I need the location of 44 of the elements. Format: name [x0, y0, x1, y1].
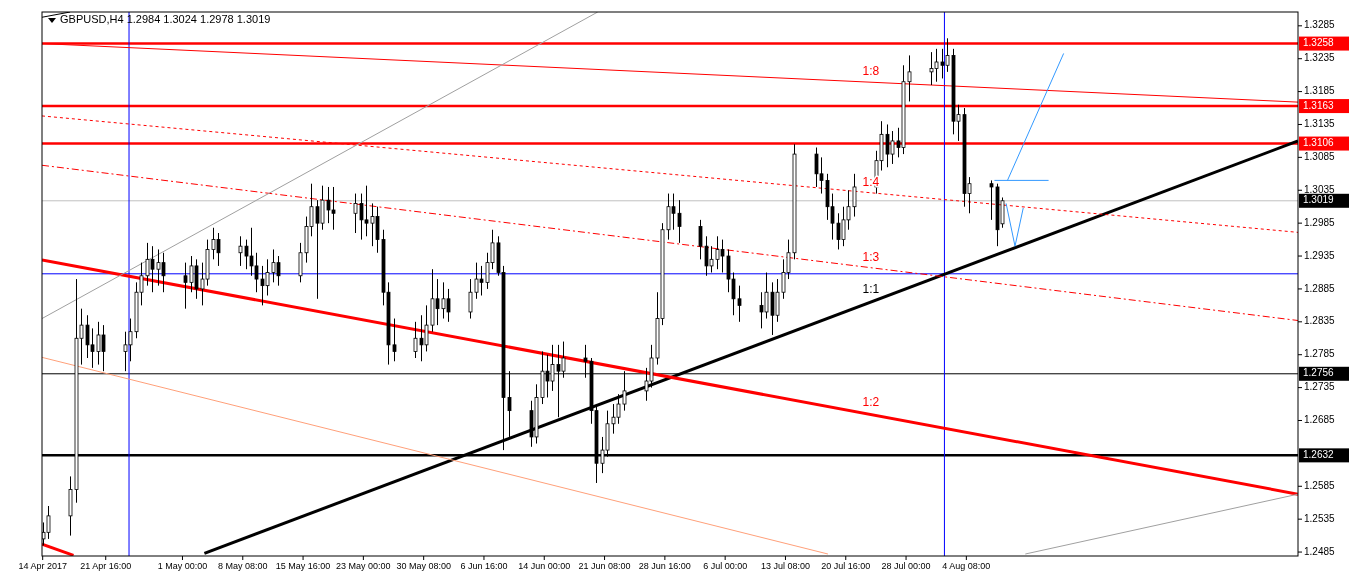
x-tick-label: 20 Jul 16:00	[821, 561, 871, 571]
y-tick-label: 1.2585	[1304, 479, 1336, 491]
ref-line-label: 1.2632	[1303, 449, 1335, 460]
x-tick-label: 1 May 00:00	[157, 561, 208, 571]
y-tick-label: 1.2485	[1304, 545, 1336, 557]
y-tick-label: 1.3185	[1304, 85, 1336, 97]
ref-line-label: 1.3019	[1303, 194, 1335, 206]
series-label: 1:3	[862, 249, 880, 264]
y-tick-label: 1.2985	[1304, 216, 1336, 228]
x-tick-label: 28 Jun 16:00	[638, 561, 691, 571]
y-tick-label: 1.2785	[1304, 348, 1336, 360]
series-label: 1:8	[862, 64, 880, 79]
y-tick-label: 1.2885	[1304, 282, 1336, 294]
x-tick-label: 13 Jul 08:00	[760, 561, 810, 571]
ref-line-label: 1.2756	[1303, 367, 1335, 379]
x-tick-label: 21 Jun 08:00	[578, 561, 631, 571]
y-tick-label: 1.2685	[1304, 414, 1336, 426]
y-tick-label: 1.2935	[1304, 249, 1336, 261]
x-tick-label: 21 Apr 16:00	[80, 561, 132, 571]
x-tick-label: 4 Aug 08:00	[942, 561, 991, 571]
series-label: 1:2	[862, 394, 880, 409]
ref-line-label: 1.3258	[1303, 37, 1335, 49]
x-tick-label: 30 May 08:00	[396, 561, 451, 571]
y-tick-label: 1.2735	[1304, 381, 1336, 393]
series-label: 1:1	[862, 281, 880, 296]
y-tick-label: 1.3035	[1304, 183, 1336, 195]
y-tick-label: 1.3135	[1304, 118, 1336, 130]
x-tick-label: 15 May 16:00	[275, 561, 331, 571]
x-tick-label: 14 Apr 2017	[18, 561, 67, 571]
ref-line-label: 1.3106	[1303, 137, 1335, 149]
series-label: 1:4	[862, 174, 880, 189]
y-tick-label: 1.3235	[1304, 52, 1336, 64]
x-tick-label: 8 May 08:00	[218, 561, 268, 571]
x-tick-label: 6 Jul 00:00	[703, 561, 748, 571]
chart-title: GBPUSD,H4 1.2984 1.3024 1.2978 1.3019	[60, 13, 271, 25]
y-tick-label: 1.2535	[1304, 512, 1336, 524]
x-tick-label: 6 Jun 16:00	[460, 561, 508, 571]
x-tick-label: 23 May 00:00	[336, 561, 391, 571]
y-tick-label: 1.3085	[1304, 151, 1336, 163]
ref-line-label: 1.3163	[1303, 99, 1335, 111]
x-tick-label: 28 Jul 00:00	[881, 561, 931, 571]
y-tick-label: 1.3285	[1304, 19, 1336, 31]
y-tick-label: 1.2835	[1304, 315, 1336, 327]
x-tick-label: 14 Jun 00:00	[518, 561, 571, 571]
